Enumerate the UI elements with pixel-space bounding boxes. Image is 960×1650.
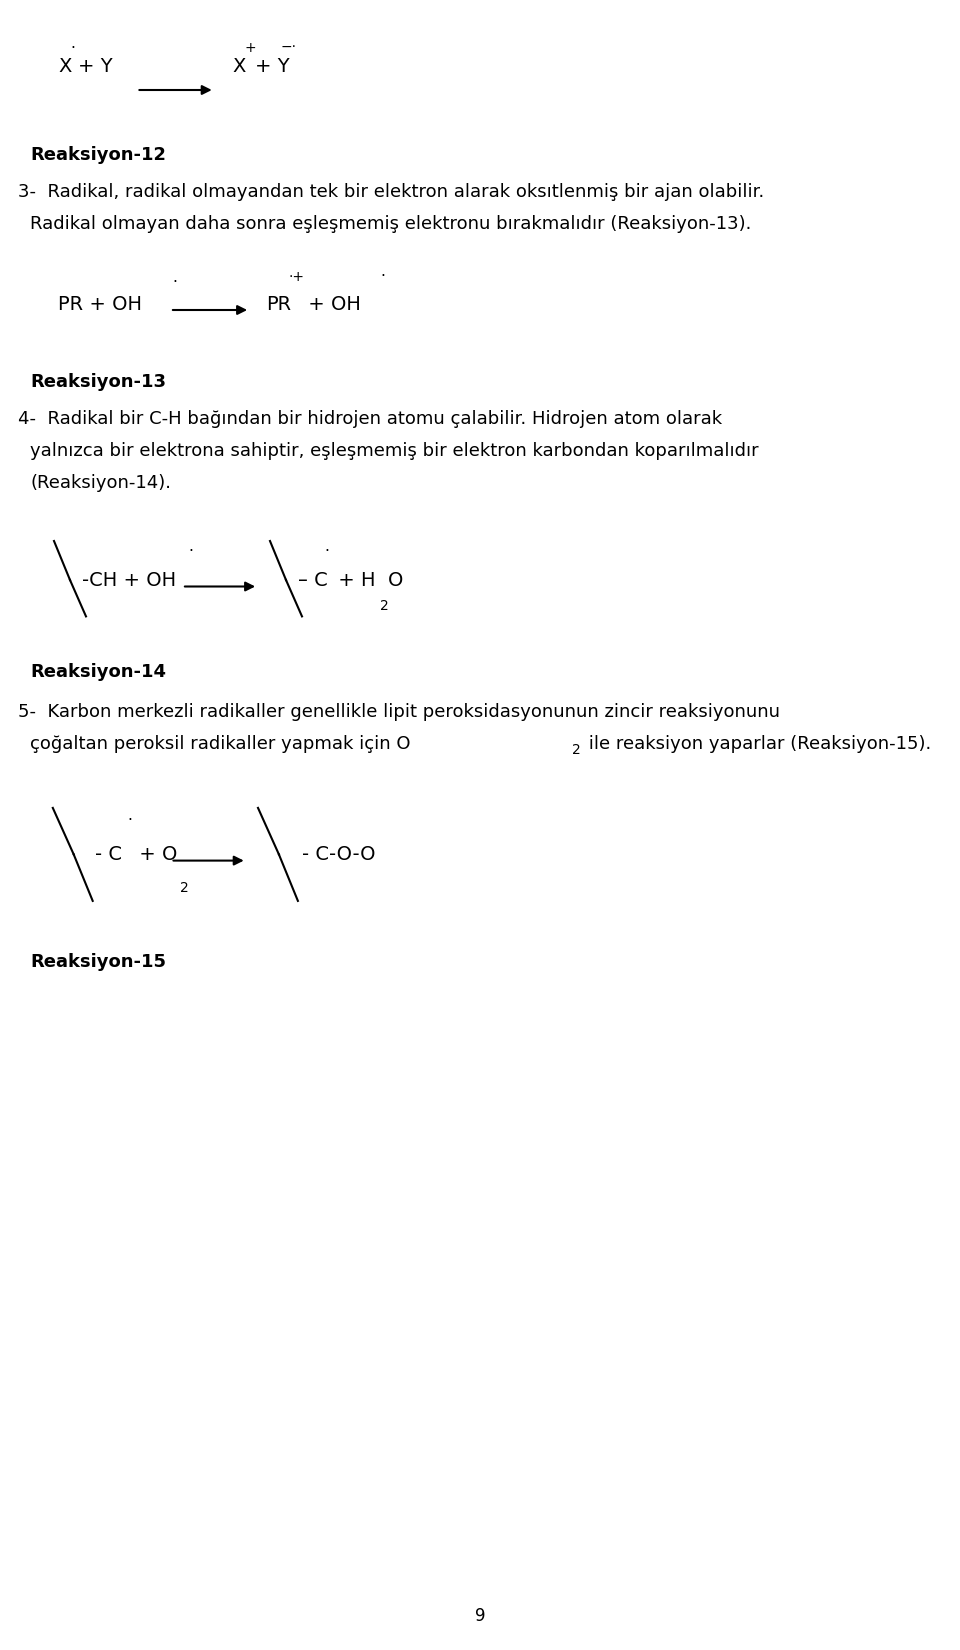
Text: ·: · bbox=[172, 276, 177, 290]
Text: Reaksiyon-13: Reaksiyon-13 bbox=[30, 373, 166, 391]
Text: +: + bbox=[245, 41, 256, 54]
Text: + O: + O bbox=[132, 845, 177, 865]
Text: -CH + OH: -CH + OH bbox=[82, 571, 176, 589]
Text: - C-O-O: - C-O-O bbox=[301, 845, 375, 865]
Text: X: X bbox=[232, 56, 246, 76]
Text: Radikal olmayan daha sonra eşleşmemiş elektronu bırakmalıdır (Reaksiyon-13).: Radikal olmayan daha sonra eşleşmemiş el… bbox=[30, 214, 752, 233]
Text: ·: · bbox=[71, 41, 76, 56]
Text: + Y: + Y bbox=[78, 56, 112, 76]
Text: ·: · bbox=[324, 544, 329, 559]
Text: ile reaksiyon yaparlar (Reaksiyon-15).: ile reaksiyon yaparlar (Reaksiyon-15). bbox=[583, 734, 931, 752]
Text: ·+: ·+ bbox=[288, 271, 304, 284]
Text: 2: 2 bbox=[572, 742, 581, 757]
Text: Reaksiyon-14: Reaksiyon-14 bbox=[30, 663, 166, 681]
Text: (Reaksiyon-14).: (Reaksiyon-14). bbox=[30, 474, 171, 492]
Text: Reaksiyon-12: Reaksiyon-12 bbox=[30, 145, 166, 163]
Text: PR + OH: PR + OH bbox=[58, 295, 142, 315]
Text: 5-  Karbon merkezli radikaller genellikle lipit peroksidasyonunun zincir reaksiy: 5- Karbon merkezli radikaller genellikle… bbox=[18, 703, 780, 721]
Text: 9: 9 bbox=[475, 1607, 485, 1625]
Text: + OH: + OH bbox=[302, 295, 361, 315]
Text: PR: PR bbox=[266, 295, 291, 315]
Text: çoğaltan peroksil radikaller yapmak için O: çoğaltan peroksil radikaller yapmak için… bbox=[30, 734, 411, 752]
Text: 4-  Radikal bir C-H bağından bir hidrojen atomu çalabilir. Hidrojen atom olarak: 4- Radikal bir C-H bağından bir hidrojen… bbox=[18, 409, 722, 427]
Text: ·: · bbox=[380, 269, 385, 284]
Text: ·: · bbox=[188, 544, 193, 559]
Text: + H: + H bbox=[332, 571, 375, 589]
Text: – C: – C bbox=[298, 571, 327, 589]
Text: yalnızca bir elektrona sahiptir, eşleşmemiş bir elektron karbondan koparılmalıdı: yalnızca bir elektrona sahiptir, eşleşme… bbox=[30, 442, 758, 460]
Text: + Y: + Y bbox=[255, 56, 290, 76]
Text: Reaksiyon-15: Reaksiyon-15 bbox=[30, 954, 166, 970]
Text: 2: 2 bbox=[180, 881, 189, 896]
Text: 2: 2 bbox=[380, 599, 389, 614]
Text: - C: - C bbox=[95, 845, 122, 865]
Text: −·: −· bbox=[280, 41, 297, 54]
Text: O: O bbox=[388, 571, 403, 589]
Text: X: X bbox=[59, 56, 72, 76]
Text: 3-  Radikal, radikal olmayandan tek bir elektron alarak oksıtlenmiş bir ajan ola: 3- Radikal, radikal olmayandan tek bir e… bbox=[18, 183, 764, 201]
Text: ·: · bbox=[127, 813, 132, 828]
